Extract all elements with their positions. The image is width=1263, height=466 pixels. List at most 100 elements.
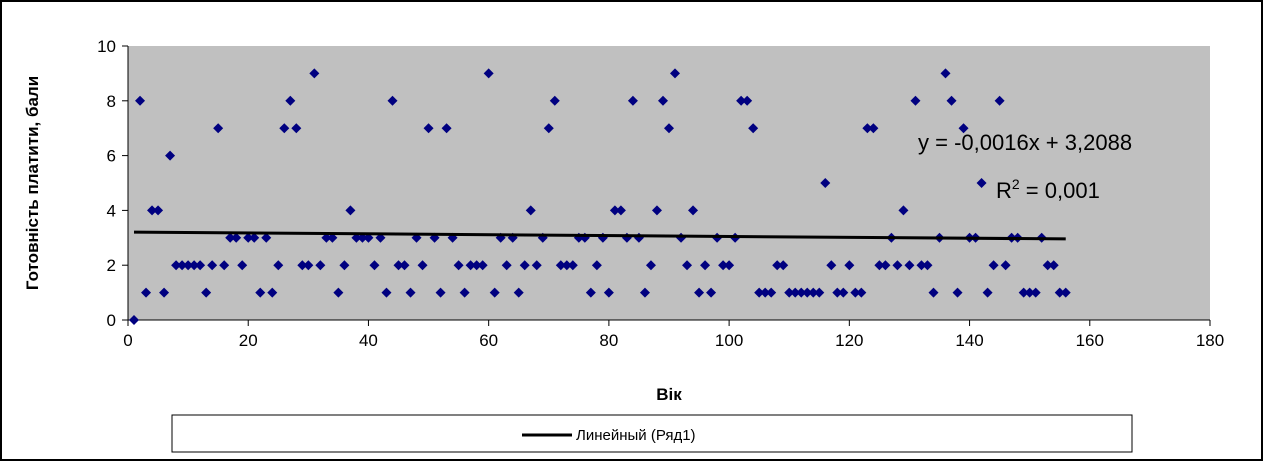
data-point: [291, 123, 302, 134]
data-point: [772, 260, 783, 271]
x-tick-label: 20: [239, 331, 258, 350]
data-point: [688, 205, 699, 216]
data-point: [700, 260, 711, 271]
data-point: [153, 205, 164, 216]
data-point: [850, 287, 861, 298]
data-point: [754, 287, 765, 298]
data-point: [796, 287, 807, 298]
data-point: [874, 260, 885, 271]
data-point: [651, 205, 662, 216]
data-point: [279, 123, 290, 134]
data-point: [1030, 287, 1041, 298]
plot-area: [128, 46, 1210, 320]
data-point: [706, 287, 717, 298]
data-point: [177, 260, 188, 271]
data-point: [724, 260, 735, 271]
data-point: [718, 260, 729, 271]
data-point: [189, 260, 200, 271]
data-point: [219, 260, 230, 271]
data-point: [826, 260, 837, 271]
data-point: [922, 260, 933, 271]
data-point: [201, 287, 212, 298]
data-point: [285, 95, 296, 106]
data-point: [844, 260, 855, 271]
data-point: [940, 68, 951, 79]
x-axis-title: Вік: [656, 385, 682, 404]
data-point: [135, 95, 146, 106]
data-point: [892, 260, 903, 271]
data-point: [766, 287, 777, 298]
data-point: [904, 260, 915, 271]
data-point: [742, 95, 753, 106]
data-point: [682, 260, 693, 271]
equation-label: y = -0,0016x + 3,2088: [918, 130, 1132, 155]
r-squared-exponent: 2: [1012, 176, 1020, 192]
y-tick-label: 8: [107, 92, 116, 111]
data-point: [489, 287, 500, 298]
data-point: [129, 315, 140, 325]
legend-label: Линейный (Ряд1): [576, 427, 696, 444]
x-tick-label: 160: [1076, 331, 1104, 350]
data-point: [778, 260, 789, 271]
x-tick-label: 100: [715, 331, 743, 350]
legend-box: [171, 414, 1133, 453]
data-point: [315, 260, 326, 271]
data-point: [1042, 260, 1053, 271]
x-tick-label: 120: [835, 331, 863, 350]
data-point: [645, 260, 656, 271]
data-point: [1054, 287, 1065, 298]
data-point: [351, 232, 362, 243]
data-point: [141, 287, 152, 298]
x-tick-label: 60: [479, 331, 498, 350]
data-point: [856, 287, 867, 298]
data-point: [171, 260, 182, 271]
data-point: [561, 260, 572, 271]
y-tick-label: 4: [107, 201, 116, 220]
data-point: [543, 123, 554, 134]
data-point: [231, 232, 242, 243]
r-squared-label: R2 = 0,001: [996, 176, 1100, 203]
data-point: [345, 205, 356, 216]
data-point: [748, 123, 759, 134]
data-point: [405, 287, 416, 298]
y-tick-label: 2: [107, 256, 116, 275]
data-point: [309, 68, 320, 79]
data-point: [381, 287, 392, 298]
data-point: [1024, 287, 1035, 298]
data-point: [237, 260, 248, 271]
data-point: [195, 260, 206, 271]
data-point: [555, 260, 566, 271]
data-point: [453, 260, 464, 271]
y-axis-ticks: 0 2 4 6 8 10: [97, 37, 128, 330]
data-point: [477, 260, 488, 271]
data-point: [862, 123, 873, 134]
data-point: [952, 287, 963, 298]
data-point: [435, 287, 446, 298]
data-point: [327, 232, 338, 243]
x-tick-label: 180: [1196, 331, 1224, 350]
data-point: [267, 287, 278, 298]
data-point: [670, 68, 681, 79]
data-point: [417, 260, 428, 271]
data-point: [603, 287, 614, 298]
data-point: [531, 260, 542, 271]
data-point: [261, 232, 272, 243]
data-point: [657, 95, 668, 106]
data-point: [838, 287, 849, 298]
data-point: [784, 287, 795, 298]
data-point: [958, 123, 969, 134]
data-point: [736, 95, 747, 106]
data-point: [615, 205, 626, 216]
y-axis-title: Готовність платити, бали: [23, 76, 42, 290]
data-point: [525, 205, 536, 216]
data-point: [471, 260, 482, 271]
data-point: [333, 287, 344, 298]
x-tick-label: 0: [123, 331, 132, 350]
data-point: [664, 123, 674, 134]
data-point: [910, 95, 921, 106]
data-point: [501, 260, 512, 271]
data-point: [549, 95, 560, 106]
data-point: [183, 260, 194, 271]
data-point: [994, 95, 1005, 106]
